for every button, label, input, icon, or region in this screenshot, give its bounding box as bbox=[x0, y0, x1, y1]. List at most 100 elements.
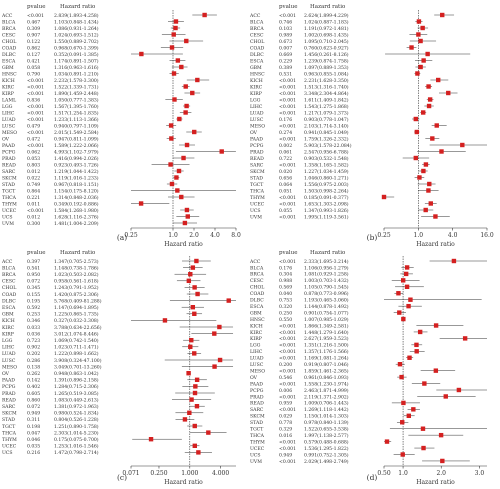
row-pvalue: 0.479 bbox=[27, 123, 40, 129]
row-label: BRCA bbox=[250, 26, 264, 32]
row-label: ACC bbox=[249, 259, 261, 265]
hr-point bbox=[139, 51, 144, 57]
row-hr-text: 0.919(0.807-1.046) bbox=[304, 361, 349, 368]
hr-point bbox=[456, 387, 462, 393]
row-hr-text: 0.349(0.192-0.886) bbox=[54, 200, 99, 207]
row-hr-text: 1.357(1.176-1.566) bbox=[304, 348, 349, 355]
row-hr-text: 1.503(0.998-2.264) bbox=[304, 187, 349, 194]
row-pvalue: <0.001 bbox=[279, 349, 296, 355]
row-label: BLCA bbox=[250, 265, 264, 271]
row-pvalue: 0.053 bbox=[27, 156, 40, 162]
hr-point bbox=[206, 430, 211, 435]
row-label: LIHC bbox=[250, 349, 263, 355]
hr-point bbox=[413, 116, 419, 122]
row-pvalue: 0.202 bbox=[27, 351, 40, 357]
row-pvalue: <0.001 bbox=[279, 104, 296, 110]
hr-point bbox=[418, 38, 423, 44]
row-pvalue: 0.138 bbox=[27, 364, 40, 370]
hr-point bbox=[148, 437, 154, 442]
hr-point bbox=[418, 64, 423, 70]
row-pvalue: 0.546 bbox=[279, 375, 292, 381]
row-label: READ bbox=[2, 397, 16, 403]
hr-point bbox=[408, 297, 413, 302]
row-label: DLBC bbox=[2, 298, 16, 304]
panel-letter: (c) bbox=[117, 473, 127, 482]
row-pvalue: 0.022 bbox=[27, 175, 40, 181]
hr-point bbox=[190, 305, 196, 310]
row-label: ESCA bbox=[250, 58, 264, 64]
row-pvalue: <0.001 bbox=[279, 110, 296, 116]
row-hr-text: 1.567(1.395-1.760) bbox=[54, 103, 99, 110]
row-label: KIRP bbox=[250, 91, 262, 97]
row-label: BRCA bbox=[2, 26, 16, 32]
row-label: COAD bbox=[2, 45, 17, 51]
row-label: KIRP bbox=[250, 336, 262, 342]
row-pvalue: <0.001 bbox=[27, 143, 44, 149]
hr-point bbox=[421, 58, 426, 63]
row-pvalue: 0.127 bbox=[27, 52, 40, 58]
row-label: STAD bbox=[250, 175, 263, 181]
panel-letter: (a) bbox=[117, 233, 127, 242]
row-pvalue: 0.058 bbox=[27, 65, 40, 71]
row-label: SARC bbox=[250, 162, 264, 168]
row-label: CHOL bbox=[250, 285, 264, 291]
hr-point bbox=[397, 362, 403, 367]
hr-point bbox=[219, 149, 224, 154]
row-label: KIRC bbox=[250, 84, 263, 90]
panel-letter: (b) bbox=[367, 233, 378, 242]
row-pvalue: 0.035 bbox=[27, 444, 40, 450]
row-label: SARC bbox=[250, 407, 264, 413]
row-pvalue: 0.389 bbox=[279, 65, 292, 71]
row-pvalue: 0.047 bbox=[27, 430, 40, 436]
row-hr-text: 0.804(0.526-1.228) bbox=[54, 416, 99, 423]
row-label: LIHC bbox=[2, 345, 15, 351]
hr-point bbox=[192, 351, 197, 356]
row-pvalue: 0.790 bbox=[27, 71, 40, 77]
row-pvalue: 0.250 bbox=[279, 310, 292, 316]
hr-point bbox=[169, 136, 174, 141]
row-pvalue: 0.949 bbox=[27, 411, 40, 417]
row-hr-text: 1.009(0.706-1.443) bbox=[304, 400, 349, 407]
row-hr-text: 0.903(0.532-1.548) bbox=[304, 155, 349, 162]
hr-point bbox=[403, 271, 409, 277]
row-pvalue: 0.778 bbox=[279, 420, 292, 426]
row-label: LUSC bbox=[2, 123, 16, 129]
row-hr-text: 1.550(0.889-2.702) bbox=[54, 38, 99, 45]
row-hr-text: 1.086(0.931-1.264) bbox=[54, 25, 99, 32]
row-pvalue: 0.320 bbox=[279, 304, 292, 310]
row-hr-text: 1.347(0.705-2.573) bbox=[54, 258, 99, 265]
hr-point bbox=[190, 90, 195, 96]
hr-point bbox=[184, 207, 190, 213]
row-label: LGG bbox=[2, 338, 13, 344]
hr-point bbox=[420, 25, 425, 31]
hr-point bbox=[187, 410, 192, 415]
hr-point bbox=[193, 384, 198, 389]
row-pvalue: 0.061 bbox=[279, 149, 292, 155]
row-label: KIRP bbox=[2, 331, 14, 337]
row-hr-text: 1.150(1.014-1.303) bbox=[304, 413, 349, 420]
row-pvalue: 0.860 bbox=[27, 397, 40, 403]
x-tick-label: 2.0 bbox=[189, 232, 199, 239]
row-hr-text: 0.968(0.670-1.399) bbox=[54, 44, 99, 51]
x-tick-label: 4.000 bbox=[212, 470, 229, 477]
row-pvalue: 0.605 bbox=[27, 391, 40, 397]
row-label: MESO bbox=[2, 364, 17, 370]
row-label: MESO bbox=[2, 130, 17, 136]
hr-point bbox=[399, 374, 404, 380]
hr-point bbox=[404, 265, 410, 270]
panel-d: pvalue Hazard ratio ACC <0.001 2.333(1.695-3… bbox=[249, 250, 487, 486]
row-hr-text: 3.012(1.074-8.446) bbox=[54, 330, 99, 337]
row-pvalue: 0.836 bbox=[27, 97, 40, 103]
panel-a: pvalue Hazard ratio ACC <0.001 2.839(1.893-4… bbox=[1, 4, 241, 248]
row-pvalue: 0.329 bbox=[279, 427, 292, 433]
row-pvalue: <0.001 bbox=[279, 136, 296, 142]
row-hr-text: 2.839(1.893-4.258) bbox=[54, 12, 99, 19]
row-pvalue: <0.001 bbox=[279, 394, 296, 400]
row-label: DLBC bbox=[2, 52, 16, 58]
hr-point bbox=[194, 258, 199, 264]
row-pvalue: 0.176 bbox=[279, 265, 292, 271]
hr-point bbox=[171, 32, 176, 37]
hr-point bbox=[433, 368, 439, 373]
row-hr-text: 1.472(0.798-2.714) bbox=[54, 449, 99, 456]
hr-point bbox=[183, 110, 188, 115]
